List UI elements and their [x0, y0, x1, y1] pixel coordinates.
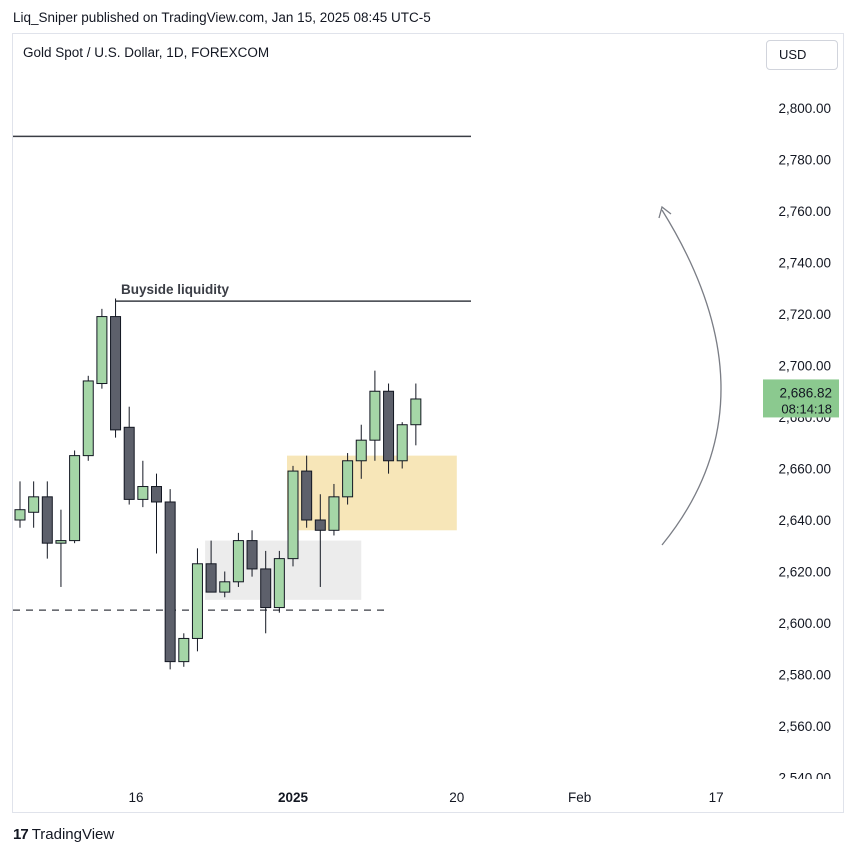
- currency-button[interactable]: USD: [766, 40, 838, 70]
- candle-up: [28, 496, 40, 513]
- candle-down: [151, 486, 162, 503]
- premium-zone: [287, 455, 457, 531]
- candle-up: [410, 398, 422, 426]
- projection-arrow: [661, 209, 722, 546]
- tradingview-brand[interactable]: 17 TradingView: [13, 826, 114, 843]
- arrow-head-icon: [658, 205, 672, 219]
- candle-up: [219, 581, 231, 593]
- candle-up: [369, 390, 381, 441]
- price-tick-label: 2,640.00: [778, 513, 831, 528]
- candle-down: [301, 470, 313, 521]
- price-tick-label: 2,700.00: [778, 359, 831, 374]
- time-axis-label: 2025: [278, 790, 309, 805]
- candle-down: [164, 501, 176, 663]
- buyside-liquidity-label: Buyside liquidity: [121, 282, 230, 297]
- candle-down: [205, 563, 217, 593]
- price-tick-label: 2,560.00: [778, 719, 831, 734]
- axis-mask: [762, 779, 842, 812]
- publish-line: Liq_Sniper published on TradingView.com,…: [13, 10, 431, 25]
- candle-down: [41, 496, 53, 544]
- candle-up: [69, 455, 81, 542]
- tradingview-logo-icon: 17: [13, 826, 29, 843]
- candle-up: [14, 509, 26, 521]
- price-tick-label: 2,760.00: [778, 204, 831, 219]
- candle-up: [191, 563, 203, 639]
- time-axis-label: 20: [449, 790, 464, 805]
- candle-up: [355, 439, 367, 462]
- chart-frame: [12, 33, 844, 813]
- candle-down: [383, 390, 395, 462]
- candle-up: [55, 540, 67, 544]
- brand-name: TradingView: [31, 826, 115, 843]
- candle-up: [96, 316, 108, 385]
- price-tick-label: 2,800.00: [778, 101, 831, 116]
- price-tick-label: 2,720.00: [778, 307, 831, 322]
- candle-up: [232, 540, 244, 583]
- symbol-title[interactable]: Gold Spot / U.S. Dollar, 1D, FOREXCOM: [23, 45, 270, 60]
- price-tick-label: 2,580.00: [778, 668, 831, 683]
- price-tick-label: 2,740.00: [778, 256, 831, 271]
- candle-up: [342, 460, 354, 498]
- candle-down: [110, 316, 122, 431]
- current-price-countdown: 08:14:18: [781, 401, 832, 416]
- current-price-value: 2,686.82: [779, 385, 832, 400]
- candle-up: [328, 496, 340, 531]
- candle-up: [287, 470, 299, 560]
- candle-up: [396, 424, 408, 462]
- candle-up: [273, 558, 285, 609]
- candle-down: [246, 540, 258, 570]
- price-tick-label: 2,660.00: [778, 462, 831, 477]
- candle-down: [260, 568, 272, 609]
- candle-down: [314, 519, 326, 531]
- candle-up: [82, 380, 94, 457]
- candle-down: [123, 426, 135, 500]
- price-tick-label: 2,780.00: [778, 153, 831, 168]
- price-tick-label: 2,620.00: [778, 565, 831, 580]
- time-axis-label: 17: [709, 790, 724, 805]
- candle-up: [137, 486, 149, 500]
- time-axis-label: 16: [129, 790, 144, 805]
- price-tick-label: 2,600.00: [778, 616, 831, 631]
- candle-up: [178, 637, 190, 663]
- current-price-badge: [763, 379, 839, 418]
- time-axis-label: Feb: [568, 790, 591, 805]
